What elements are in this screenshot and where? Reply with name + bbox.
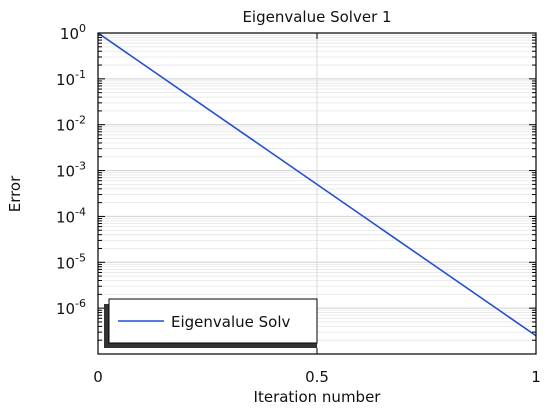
legend-label: Eigenvalue Solv: [171, 313, 291, 331]
y-tick-label: 10-3: [56, 160, 86, 181]
x-tick-label: 1: [531, 368, 541, 386]
y-tick-label: 10-4: [56, 205, 86, 226]
ticks: 0 0.5 1 100 10-1 10-2 10-3 10-4 10-5 10-6: [56, 22, 541, 386]
y-tick-label: 10-6: [56, 297, 86, 318]
series-layer: [97, 32, 537, 337]
y-tick-label: 10-5: [56, 251, 86, 272]
y-tick-label: 10-1: [56, 68, 86, 89]
y-axis-label: Error: [6, 175, 24, 212]
x-axis-label: Iteration number: [254, 388, 382, 406]
x-tick-label: 0: [93, 368, 103, 386]
x-tick-label: 0.5: [305, 368, 329, 386]
y-tick-label: 10-2: [56, 114, 86, 135]
y-tick-label: 100: [60, 22, 86, 43]
series-line: [97, 32, 537, 337]
legend: Eigenvalue Solv: [104, 298, 318, 348]
chart-title: Eigenvalue Solver 1: [242, 8, 391, 26]
